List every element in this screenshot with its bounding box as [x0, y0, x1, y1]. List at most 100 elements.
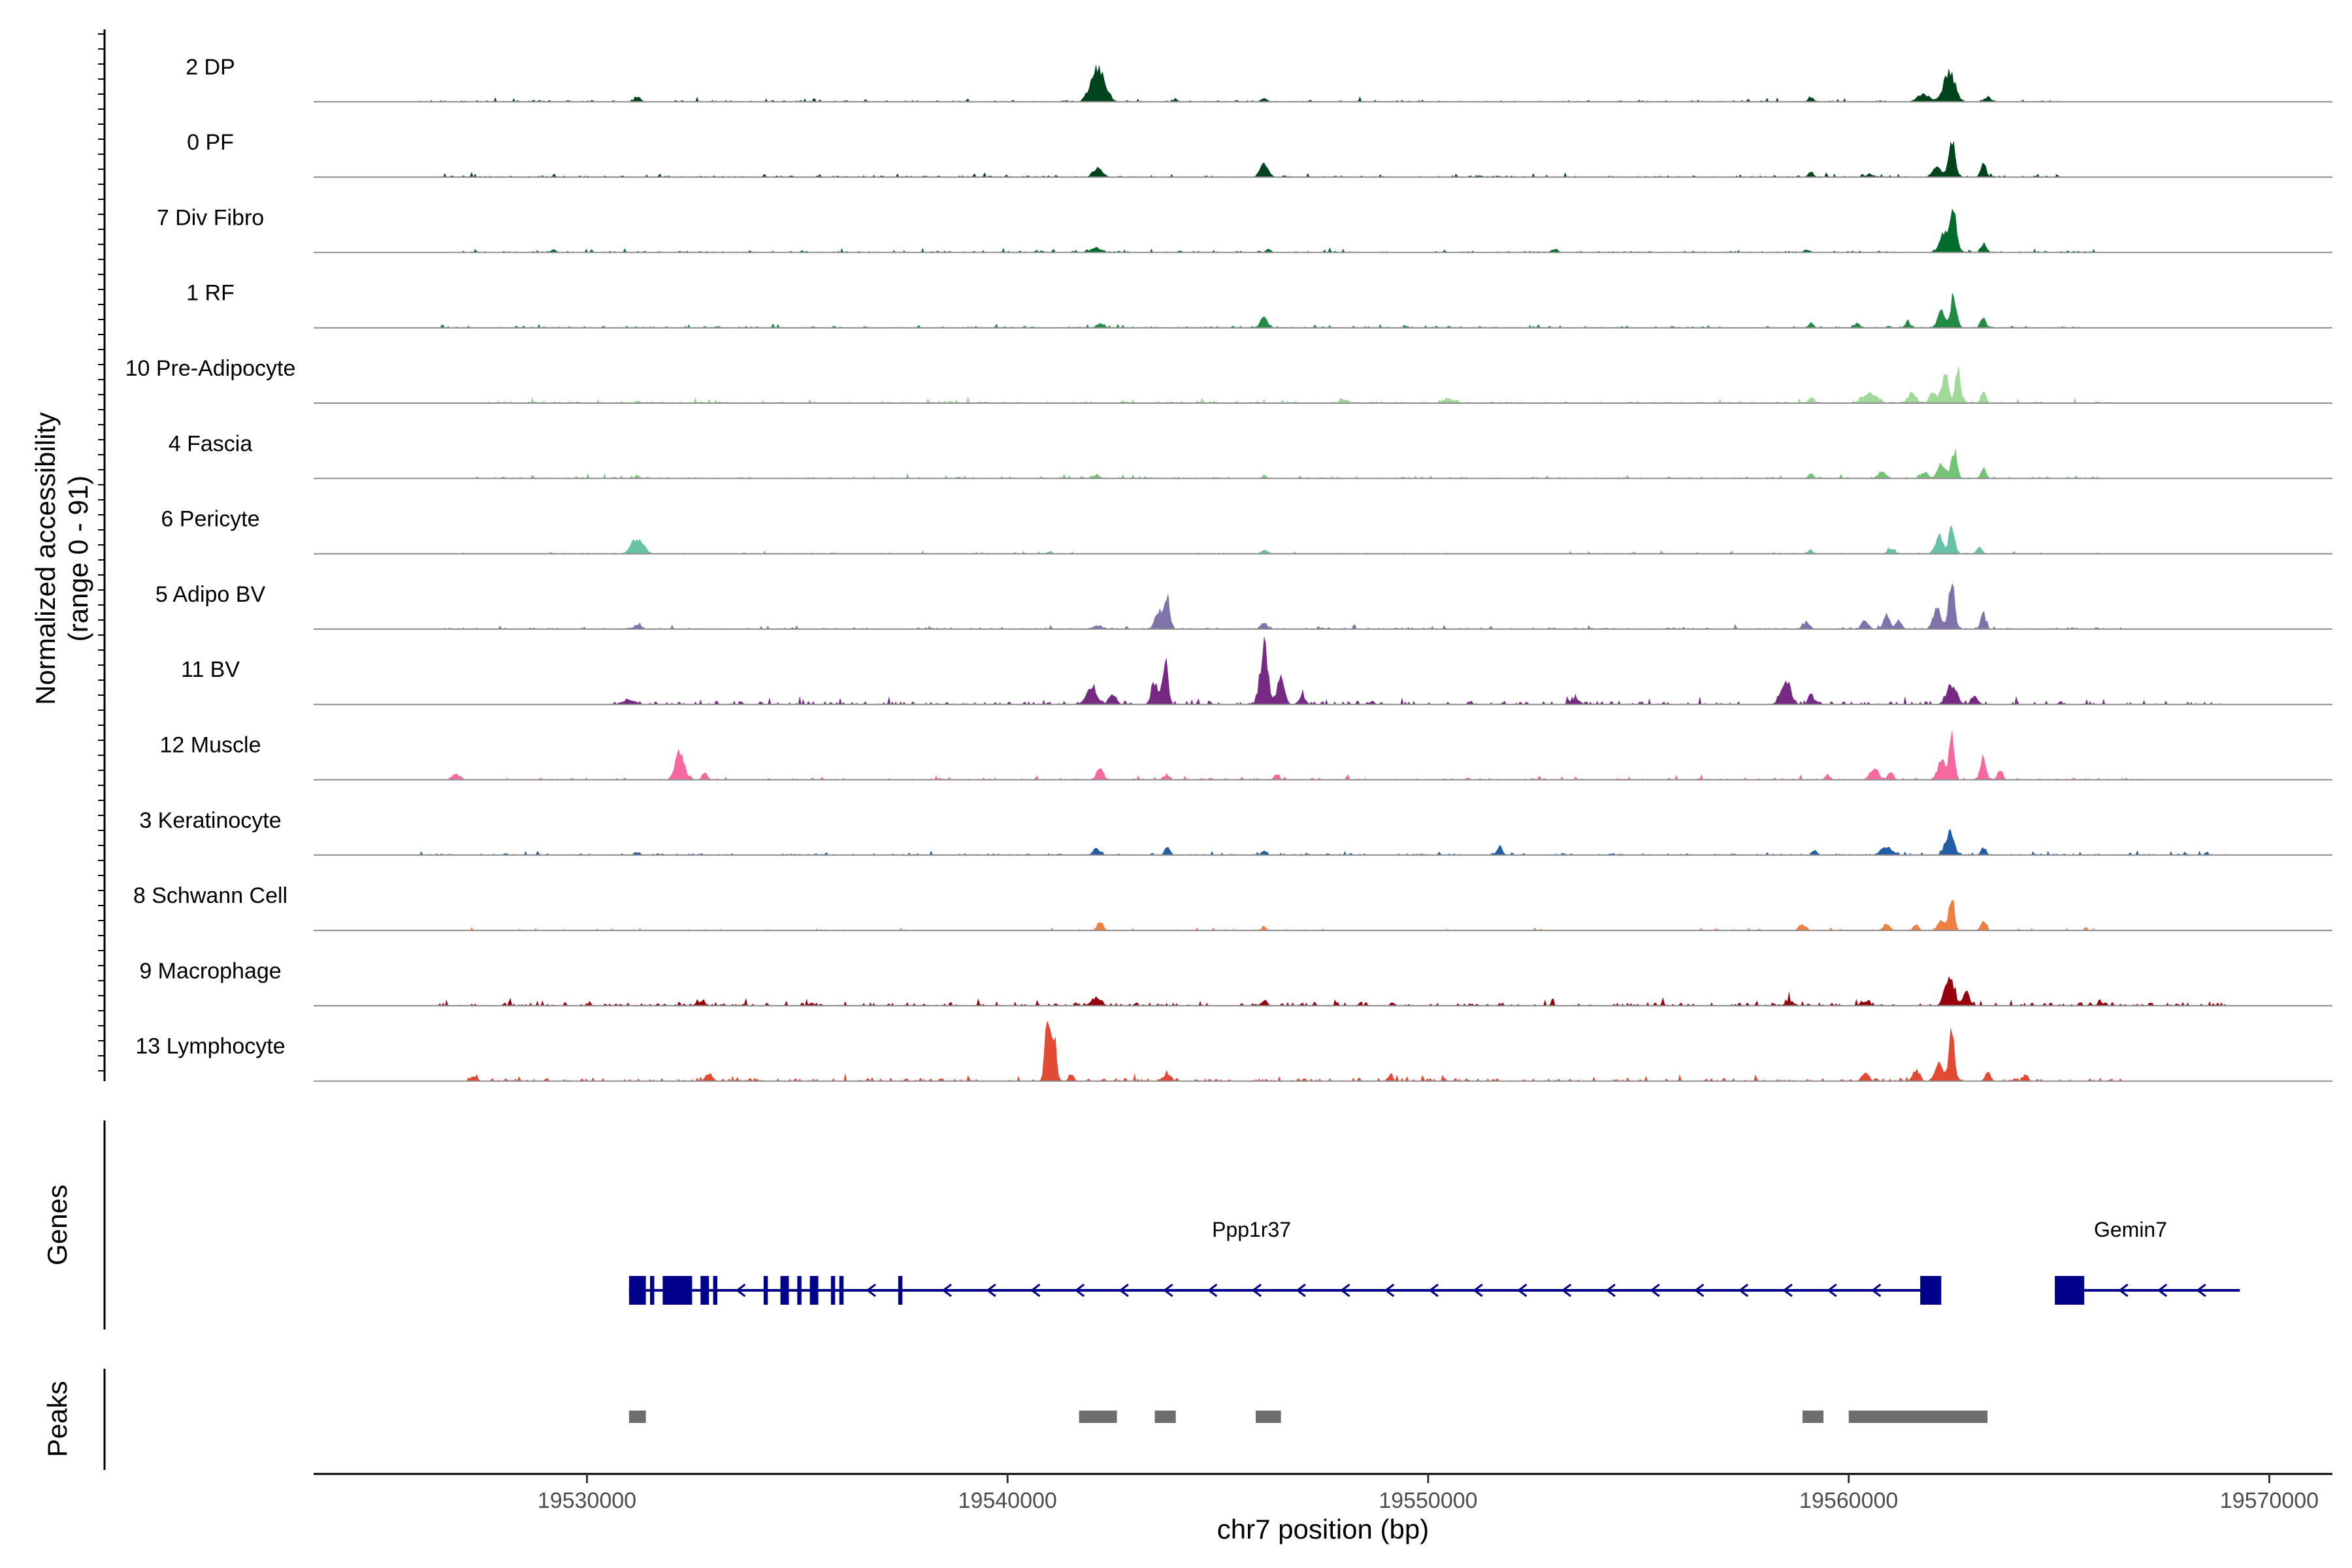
- strand-arrow: [1650, 1283, 1660, 1298]
- strand-arrow: [1693, 1283, 1705, 1298]
- gene-model: Gemin7: [2055, 1218, 2240, 1305]
- strand-arrow: [1163, 1283, 1173, 1298]
- track-label: 6 Pericyte: [161, 507, 259, 532]
- strand-arrow: [1384, 1283, 1395, 1298]
- track-4: 1 RF: [186, 281, 2332, 329]
- track-label: 5 Adipo BV: [155, 582, 266, 607]
- track-label: 4 Fascia: [169, 431, 253, 456]
- track-11: 3 Keratinocyte: [139, 808, 2332, 856]
- track-label: 13 Lymphocyte: [135, 1034, 285, 1059]
- peak-region: [1802, 1411, 1824, 1423]
- track-13: 9 Macrophage: [139, 958, 2332, 1007]
- strand-arrow: [1870, 1283, 1882, 1298]
- x-axis-title: chr7 position (bp): [1217, 1514, 1429, 1544]
- peak-region: [1154, 1411, 1176, 1423]
- peaks-panel-title: Peaks: [42, 1381, 73, 1458]
- strand-arrow: [866, 1283, 876, 1298]
- track-14: 13 Lymphocyte: [135, 1021, 2332, 1082]
- gene-exon: [797, 1276, 802, 1305]
- track-10: 12 Muscle: [160, 729, 2332, 781]
- x-tick-label: 19570000: [2220, 1488, 2319, 1513]
- track-8: 5 Adipo BV: [155, 582, 2332, 630]
- track-5: 10 Pre-Adipocyte: [125, 356, 2332, 404]
- strand-arrow: [941, 1283, 952, 1298]
- x-tick-label: 19560000: [1799, 1488, 1898, 1513]
- gene-exon: [713, 1276, 717, 1305]
- peaks-panel: Peaks: [42, 1369, 1988, 1470]
- coverage-tracks: 2 DP 0 PF 7 Div Fibro 1 RF 10 Pre-Adipocyte 4…: [125, 55, 2332, 1082]
- strand-arrow: [1074, 1283, 1085, 1298]
- track-label: 1 RF: [186, 281, 235, 306]
- coverage-y-axis-ticks: [98, 33, 105, 1071]
- track-label: 3 Keratinocyte: [139, 808, 281, 833]
- strand-arrow: [2118, 1283, 2129, 1298]
- strand-arrow: [1561, 1283, 1572, 1298]
- strand-arrow: [1030, 1283, 1041, 1298]
- x-tick-label: 19530000: [538, 1488, 636, 1513]
- track-label: 8 Schwann Cell: [133, 883, 287, 908]
- x-axis-ticks: 19530000 19540000 19550000 19560000 19570000: [538, 1474, 2319, 1513]
- gene-models: Ppp1r37 Gemin7: [629, 1218, 2240, 1305]
- peak-region: [1256, 1411, 1281, 1423]
- peak-region: [1848, 1411, 1988, 1423]
- gene-exon: [662, 1276, 693, 1305]
- strand-arrow: [1251, 1283, 1262, 1298]
- strand-arrow: [1517, 1283, 1527, 1298]
- strand-arrow: [1738, 1283, 1749, 1298]
- y-axis-subtitle: (range 0 - 91): [63, 476, 93, 642]
- gene-exon: [839, 1276, 844, 1305]
- track-3: 7 Div Fibro: [157, 205, 2332, 253]
- strand-arrow: [1782, 1283, 1793, 1298]
- gene-name-label: Ppp1r37: [1212, 1218, 1291, 1241]
- track-coverage-area: [314, 828, 2332, 855]
- coverage-y-axis: [98, 29, 106, 1081]
- gene-exon: [830, 1276, 836, 1305]
- strand-arrow: [1119, 1283, 1129, 1298]
- strand-arrow: [1428, 1283, 1439, 1298]
- gene-exon: [780, 1276, 789, 1305]
- peak-region: [1079, 1411, 1117, 1423]
- x-axis: 19530000 19540000 19550000 19560000 19570000…: [314, 1473, 2332, 1544]
- track-label: 12 Muscle: [160, 733, 261, 758]
- strand-arrow: [1207, 1283, 1218, 1298]
- strand-arrow: [2196, 1283, 2206, 1298]
- gene-exon: [809, 1276, 819, 1305]
- gene-exon: [1920, 1276, 1942, 1305]
- gene-exon: [650, 1276, 655, 1305]
- gene-exon: [2055, 1276, 2085, 1305]
- strand-arrow: [986, 1283, 996, 1298]
- x-tick-label: 19550000: [1379, 1488, 1477, 1513]
- genes-panel-title: Genes: [42, 1184, 73, 1266]
- track-label: 11 BV: [181, 657, 240, 682]
- track-9: 11 BV: [181, 636, 2332, 706]
- gene-exon: [700, 1276, 710, 1305]
- peak-region: [629, 1411, 646, 1423]
- track-7: 6 Pericyte: [161, 507, 2332, 555]
- track-2: 0 PF: [187, 130, 2332, 178]
- gene-exon: [629, 1276, 646, 1305]
- track-label: 10 Pre-Adipocyte: [125, 356, 296, 381]
- track-1: 2 DP: [186, 55, 2332, 103]
- y-axis-title: Normalized accessibility: [30, 412, 61, 705]
- gene-model: Ppp1r37: [629, 1218, 1942, 1305]
- track-12: 8 Schwann Cell: [133, 883, 2332, 932]
- strand-arrow: [1340, 1283, 1350, 1298]
- track-label: 9 Macrophage: [139, 958, 281, 983]
- strand-arrow: [1473, 1283, 1483, 1298]
- track-6: 4 Fascia: [169, 431, 2332, 480]
- track-label: 0 PF: [187, 130, 234, 155]
- strand-arrow: [1605, 1283, 1616, 1298]
- x-tick-label: 19540000: [958, 1488, 1057, 1513]
- gene-exon: [763, 1276, 768, 1305]
- strand-arrow: [1296, 1283, 1306, 1298]
- strand-arrow: [1827, 1283, 1837, 1298]
- gene-exon: [898, 1276, 903, 1305]
- strand-arrow: [735, 1283, 746, 1298]
- strand-arrow: [2157, 1283, 2168, 1298]
- track-label: 7 Div Fibro: [157, 205, 264, 230]
- peak-regions: [629, 1411, 1988, 1423]
- track-label: 2 DP: [186, 55, 235, 80]
- gene-name-label: Gemin7: [2094, 1218, 2167, 1241]
